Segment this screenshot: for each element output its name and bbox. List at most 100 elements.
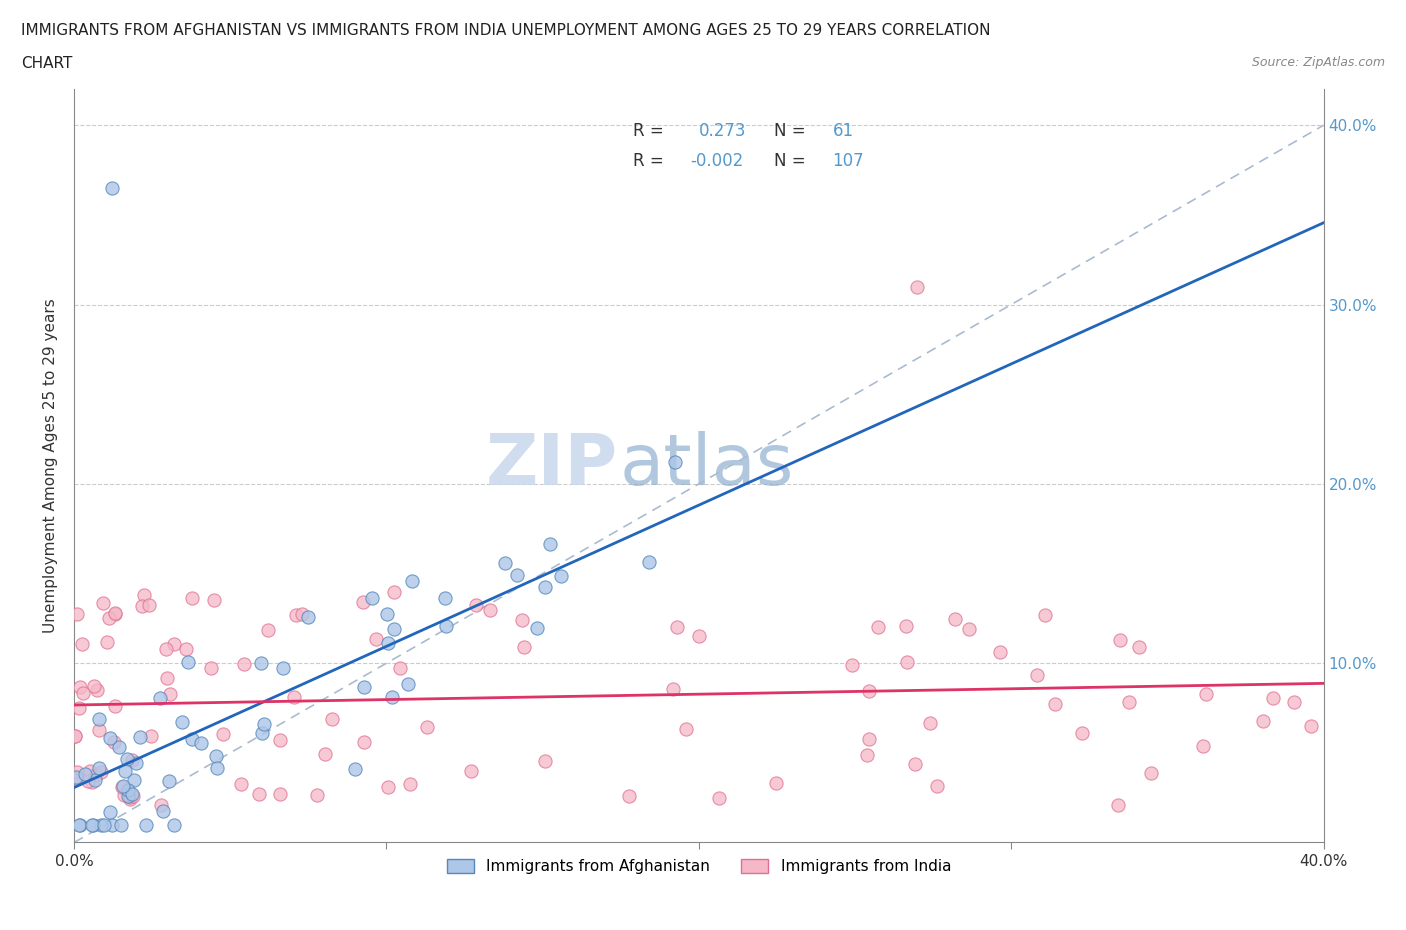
Text: N =: N = [773,152,806,170]
Point [1118,695,1140,710]
Text: -0.002: -0.002 [690,152,744,170]
Text: ZIP: ZIP [485,432,617,500]
Point [361,591,384,605]
Point [90,817,112,832]
Point [675,722,697,737]
Point [1128,640,1150,655]
Point [1033,607,1056,622]
Point [67,700,90,715]
Point [98,731,121,746]
Point [79,764,101,778]
Point [896,654,918,669]
Point [506,567,529,582]
Text: CHART: CHART [21,56,73,71]
Point [69,817,91,832]
Point [1108,632,1130,647]
Point [291,607,314,622]
Point [664,455,686,470]
Point [1191,738,1213,753]
Point [364,631,387,646]
Y-axis label: Unemployment Among Ages 25 to 29 years: Unemployment Among Ages 25 to 29 years [44,299,58,633]
Point [120,791,142,806]
Point [83,773,105,788]
Point [157,774,180,789]
Point [77,774,100,789]
Point [1299,719,1322,734]
Point [1025,668,1047,683]
Point [855,748,877,763]
Point [305,788,328,803]
Point [87,722,110,737]
Point [114,764,136,778]
Point [156,671,179,685]
Point [638,555,661,570]
Point [100,805,122,820]
Point [382,621,405,636]
Point [80,817,103,832]
Text: 107: 107 [832,152,865,170]
Point [550,568,572,583]
Point [152,804,174,818]
Point [155,642,177,657]
Point [434,591,457,605]
Point [86,683,108,698]
Point [907,279,929,294]
Point [269,787,291,802]
Point [927,778,949,793]
Point [190,736,212,751]
Point [389,660,412,675]
Point [82,775,104,790]
Point [205,749,228,764]
Point [66,764,89,779]
Point [132,587,155,602]
Point [129,729,152,744]
Point [205,761,228,776]
Point [665,620,688,635]
Point [135,817,157,832]
Text: R =: R = [633,122,664,140]
Point [534,753,557,768]
Point [765,776,787,790]
Point [841,658,863,672]
Point [150,798,173,813]
Point [89,761,111,776]
Point [494,555,516,570]
Point [416,720,439,735]
Point [661,682,683,697]
Point [271,661,294,676]
Point [858,731,880,746]
Point [75,766,97,781]
Point [139,728,162,743]
Point [353,679,375,694]
Point [1107,797,1129,812]
Point [180,591,202,605]
Point [314,747,336,762]
Text: 61: 61 [832,122,853,140]
Point [103,698,125,713]
Point [283,690,305,705]
Point [163,817,186,832]
Point [1140,765,1163,780]
Point [159,686,181,701]
Point [297,609,319,624]
Point [1282,695,1305,710]
Point [117,783,139,798]
Text: atlas: atlas [620,432,794,500]
Point [353,735,375,750]
Point [163,637,186,652]
Point [943,612,966,627]
Point [619,789,641,804]
Point [69,679,91,694]
Point [90,764,112,779]
Point [96,635,118,650]
Point [321,712,343,727]
Point [688,629,710,644]
Point [121,753,143,768]
Point [177,654,200,669]
Point [1251,713,1274,728]
Point [920,715,942,730]
Point [110,817,132,832]
Point [1263,690,1285,705]
Point [87,711,110,726]
Point [63,728,86,743]
